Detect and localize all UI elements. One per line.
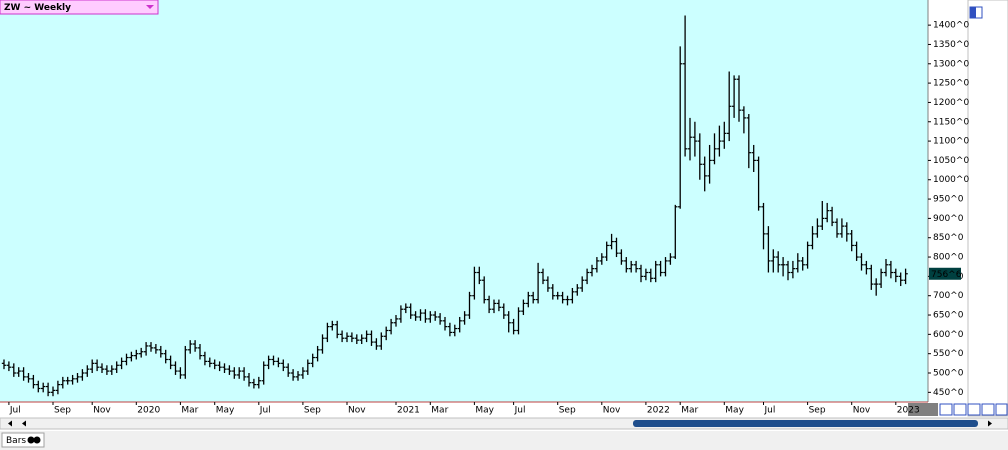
x-tick-label: Nov <box>853 406 871 416</box>
last-price-label: 756^6 <box>931 270 962 280</box>
x-tick-label: Nov <box>93 406 111 416</box>
x-tick-label: Sep <box>809 406 826 416</box>
tab-icon <box>27 436 35 444</box>
scrollbar[interactable] <box>0 403 1008 430</box>
last-price-box <box>929 267 961 280</box>
y-tick-label: 1150^0 <box>933 117 969 127</box>
y-tick-label: 500^0 <box>933 369 964 379</box>
x-tick-label: Jul <box>259 406 271 416</box>
x-tick-label: 2021 <box>397 406 420 416</box>
y-tick-label: 550^0 <box>933 349 964 359</box>
dropdown-arrow[interactable] <box>146 5 154 9</box>
x-tick-label: Jul <box>764 406 776 416</box>
x-tick-label: May <box>216 406 235 416</box>
y-tick-label: 950^0 <box>933 195 964 205</box>
scroll-track[interactable] <box>0 417 1008 430</box>
side-panel <box>967 0 1008 417</box>
x-tick-label: Nov <box>603 406 621 416</box>
y-tick-label: 1250^0 <box>933 79 969 89</box>
axis-button[interactable] <box>995 403 1008 416</box>
x-tick-label: 2023 <box>897 406 920 416</box>
x-tick-label: Jul <box>514 406 526 416</box>
y-tick-label: 1350^0 <box>933 40 969 50</box>
y-tick-label: 450^0 <box>933 388 964 398</box>
y-tick-label: 800^0 <box>933 253 964 263</box>
y-tick-label: 600^0 <box>933 330 964 340</box>
axis-button[interactable] <box>939 403 953 416</box>
x-tick-label: Mar <box>181 406 198 416</box>
tab-strip <box>0 431 1008 450</box>
y-tick-label: 900^0 <box>933 214 964 224</box>
y-tick-label: 1200^0 <box>933 98 969 108</box>
side-icon-fill <box>970 7 976 18</box>
tab-bar: Bars <box>0 431 1008 450</box>
header-box[interactable] <box>0 0 159 15</box>
tab[interactable] <box>1 432 45 448</box>
y-tick-label: 1050^0 <box>933 156 969 166</box>
plot-area <box>0 0 928 402</box>
x-tick-label: 2020 <box>137 406 160 416</box>
x-tick-label: Mar <box>681 406 698 416</box>
axis-button[interactable] <box>981 403 995 416</box>
x-tick-label: Sep <box>559 406 576 416</box>
x-tick-label: Jul <box>9 406 21 416</box>
x-tick-label: Nov <box>348 406 366 416</box>
y-tick-label: 850^0 <box>933 233 964 243</box>
y-tick-label: 1100^0 <box>933 137 969 147</box>
x-tick-label: May <box>725 406 744 416</box>
tab-icon <box>33 436 41 444</box>
tab-label: Bars <box>6 436 26 446</box>
x-tick-label: Mar <box>431 406 448 416</box>
axis-button[interactable] <box>953 403 967 416</box>
y-tick-label: 1300^0 <box>933 59 969 69</box>
y-tick-label: 1000^0 <box>933 175 969 185</box>
y-tick-label: 650^0 <box>933 311 964 321</box>
scroll-left[interactable] <box>8 420 12 427</box>
y-tick-label: 1400^0 <box>933 21 969 31</box>
axis-button[interactable] <box>908 403 938 416</box>
y-tick-label: 700^0 <box>933 291 964 301</box>
axis-button[interactable] <box>967 403 981 416</box>
bars <box>1 15 908 397</box>
header[interactable]: ZW ~ Weekly <box>0 0 159 15</box>
scroll-left[interactable] <box>22 420 26 427</box>
x-tick-label: May <box>475 406 494 416</box>
x-tick-label: Sep <box>54 406 71 416</box>
scroll-right[interactable] <box>988 420 992 427</box>
scroll-thumb[interactable] <box>633 420 978 427</box>
x-tick-label: Sep <box>304 406 321 416</box>
x-tick-label: 2022 <box>647 406 670 416</box>
header-label: ZW ~ Weekly <box>4 3 71 13</box>
